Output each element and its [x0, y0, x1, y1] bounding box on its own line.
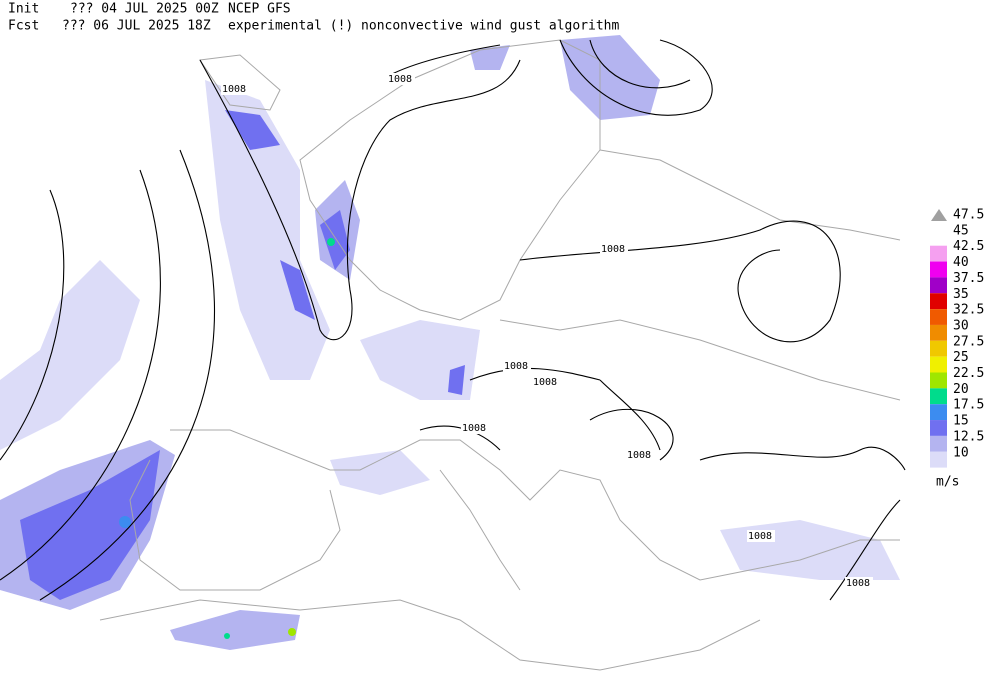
legend-label: 25: [953, 350, 969, 365]
isobar-label-bg: [532, 376, 560, 388]
legend-swatch: [930, 309, 947, 325]
isobars: [0, 39, 906, 601]
legend-label: 12.5: [953, 429, 984, 444]
fcst-label: Fcst: [8, 19, 39, 34]
isobar-label: 1008: [533, 377, 557, 388]
legend-swatch: [930, 277, 947, 294]
legend-unit: m/s: [936, 475, 959, 490]
legend-label: 40: [953, 255, 969, 270]
legend-label: 27.5: [953, 334, 984, 349]
legend-label: 30: [953, 318, 969, 333]
legend-triangle: [931, 209, 947, 221]
isobar-label: 1008: [748, 531, 772, 542]
legend-swatch: [930, 420, 947, 436]
legend-label: 20: [953, 382, 969, 397]
legend-label: 35: [953, 287, 969, 302]
legend-swatch: [930, 340, 947, 357]
description: experimental (!) nonconvective wind gust…: [228, 19, 620, 34]
legend-label: 47.5: [953, 208, 984, 223]
legend-label: 17.5: [953, 398, 984, 413]
isobar-label: 1008: [601, 244, 625, 255]
isobar-label: 1008: [627, 450, 651, 461]
isobar-label-bg: [387, 73, 415, 85]
legend-swatch: [930, 229, 947, 246]
isobar-label-bg: [626, 449, 654, 461]
legend-swatch: [930, 404, 947, 421]
fcst-time: ??? 06 JUL 2025 18Z: [62, 19, 211, 34]
header: Init ??? 04 JUL 2025 00Z NCEP GFS Fcst ?…: [8, 2, 620, 34]
init-label: Init: [8, 2, 39, 17]
legend-label: 10: [953, 445, 969, 460]
isobar-label-bg: [747, 530, 775, 542]
legend-swatch: [930, 324, 947, 341]
isobar-label: 1008: [222, 84, 246, 95]
wind-gust-shading: [0, 35, 900, 650]
isobar-labels: 1008 1008 1008 1008 1008 1008 1008 1008 1008: [221, 73, 873, 589]
isobar-label-bg: [221, 83, 249, 95]
legend-label: 37.5: [953, 271, 984, 286]
isobar-label-bg: [461, 422, 489, 434]
legend: m/s 47.54542.54037.53532.53027.52522.520…: [930, 208, 984, 490]
isobar-label: 1008: [846, 578, 870, 589]
legend-label: 15: [953, 414, 969, 429]
legend-swatch: [930, 245, 947, 262]
model-name: NCEP GFS: [228, 2, 291, 17]
isobar-label: 1008: [388, 74, 412, 85]
legend-swatch: [930, 388, 947, 405]
coastlines: [99, 39, 901, 671]
isobar-label: 1008: [504, 361, 528, 372]
isobar-label-bg: [845, 577, 873, 589]
init-time: ??? 04 JUL 2025 00Z: [70, 2, 219, 17]
legend-label: 32.5: [953, 303, 984, 318]
legend-swatch: [930, 372, 947, 389]
legend-swatch: [930, 451, 947, 468]
legend-label: 45: [953, 223, 969, 238]
legend-swatch: [930, 261, 947, 278]
legend-swatch: [930, 435, 947, 452]
isobar-label-bg: [503, 360, 531, 372]
legend-swatch: [930, 356, 947, 373]
legend-label: 22.5: [953, 366, 984, 381]
legend-swatch: [930, 293, 947, 310]
isobar-label: 1008: [462, 423, 486, 434]
legend-label: 42.5: [953, 239, 984, 254]
isobar-label-bg: [600, 243, 628, 255]
